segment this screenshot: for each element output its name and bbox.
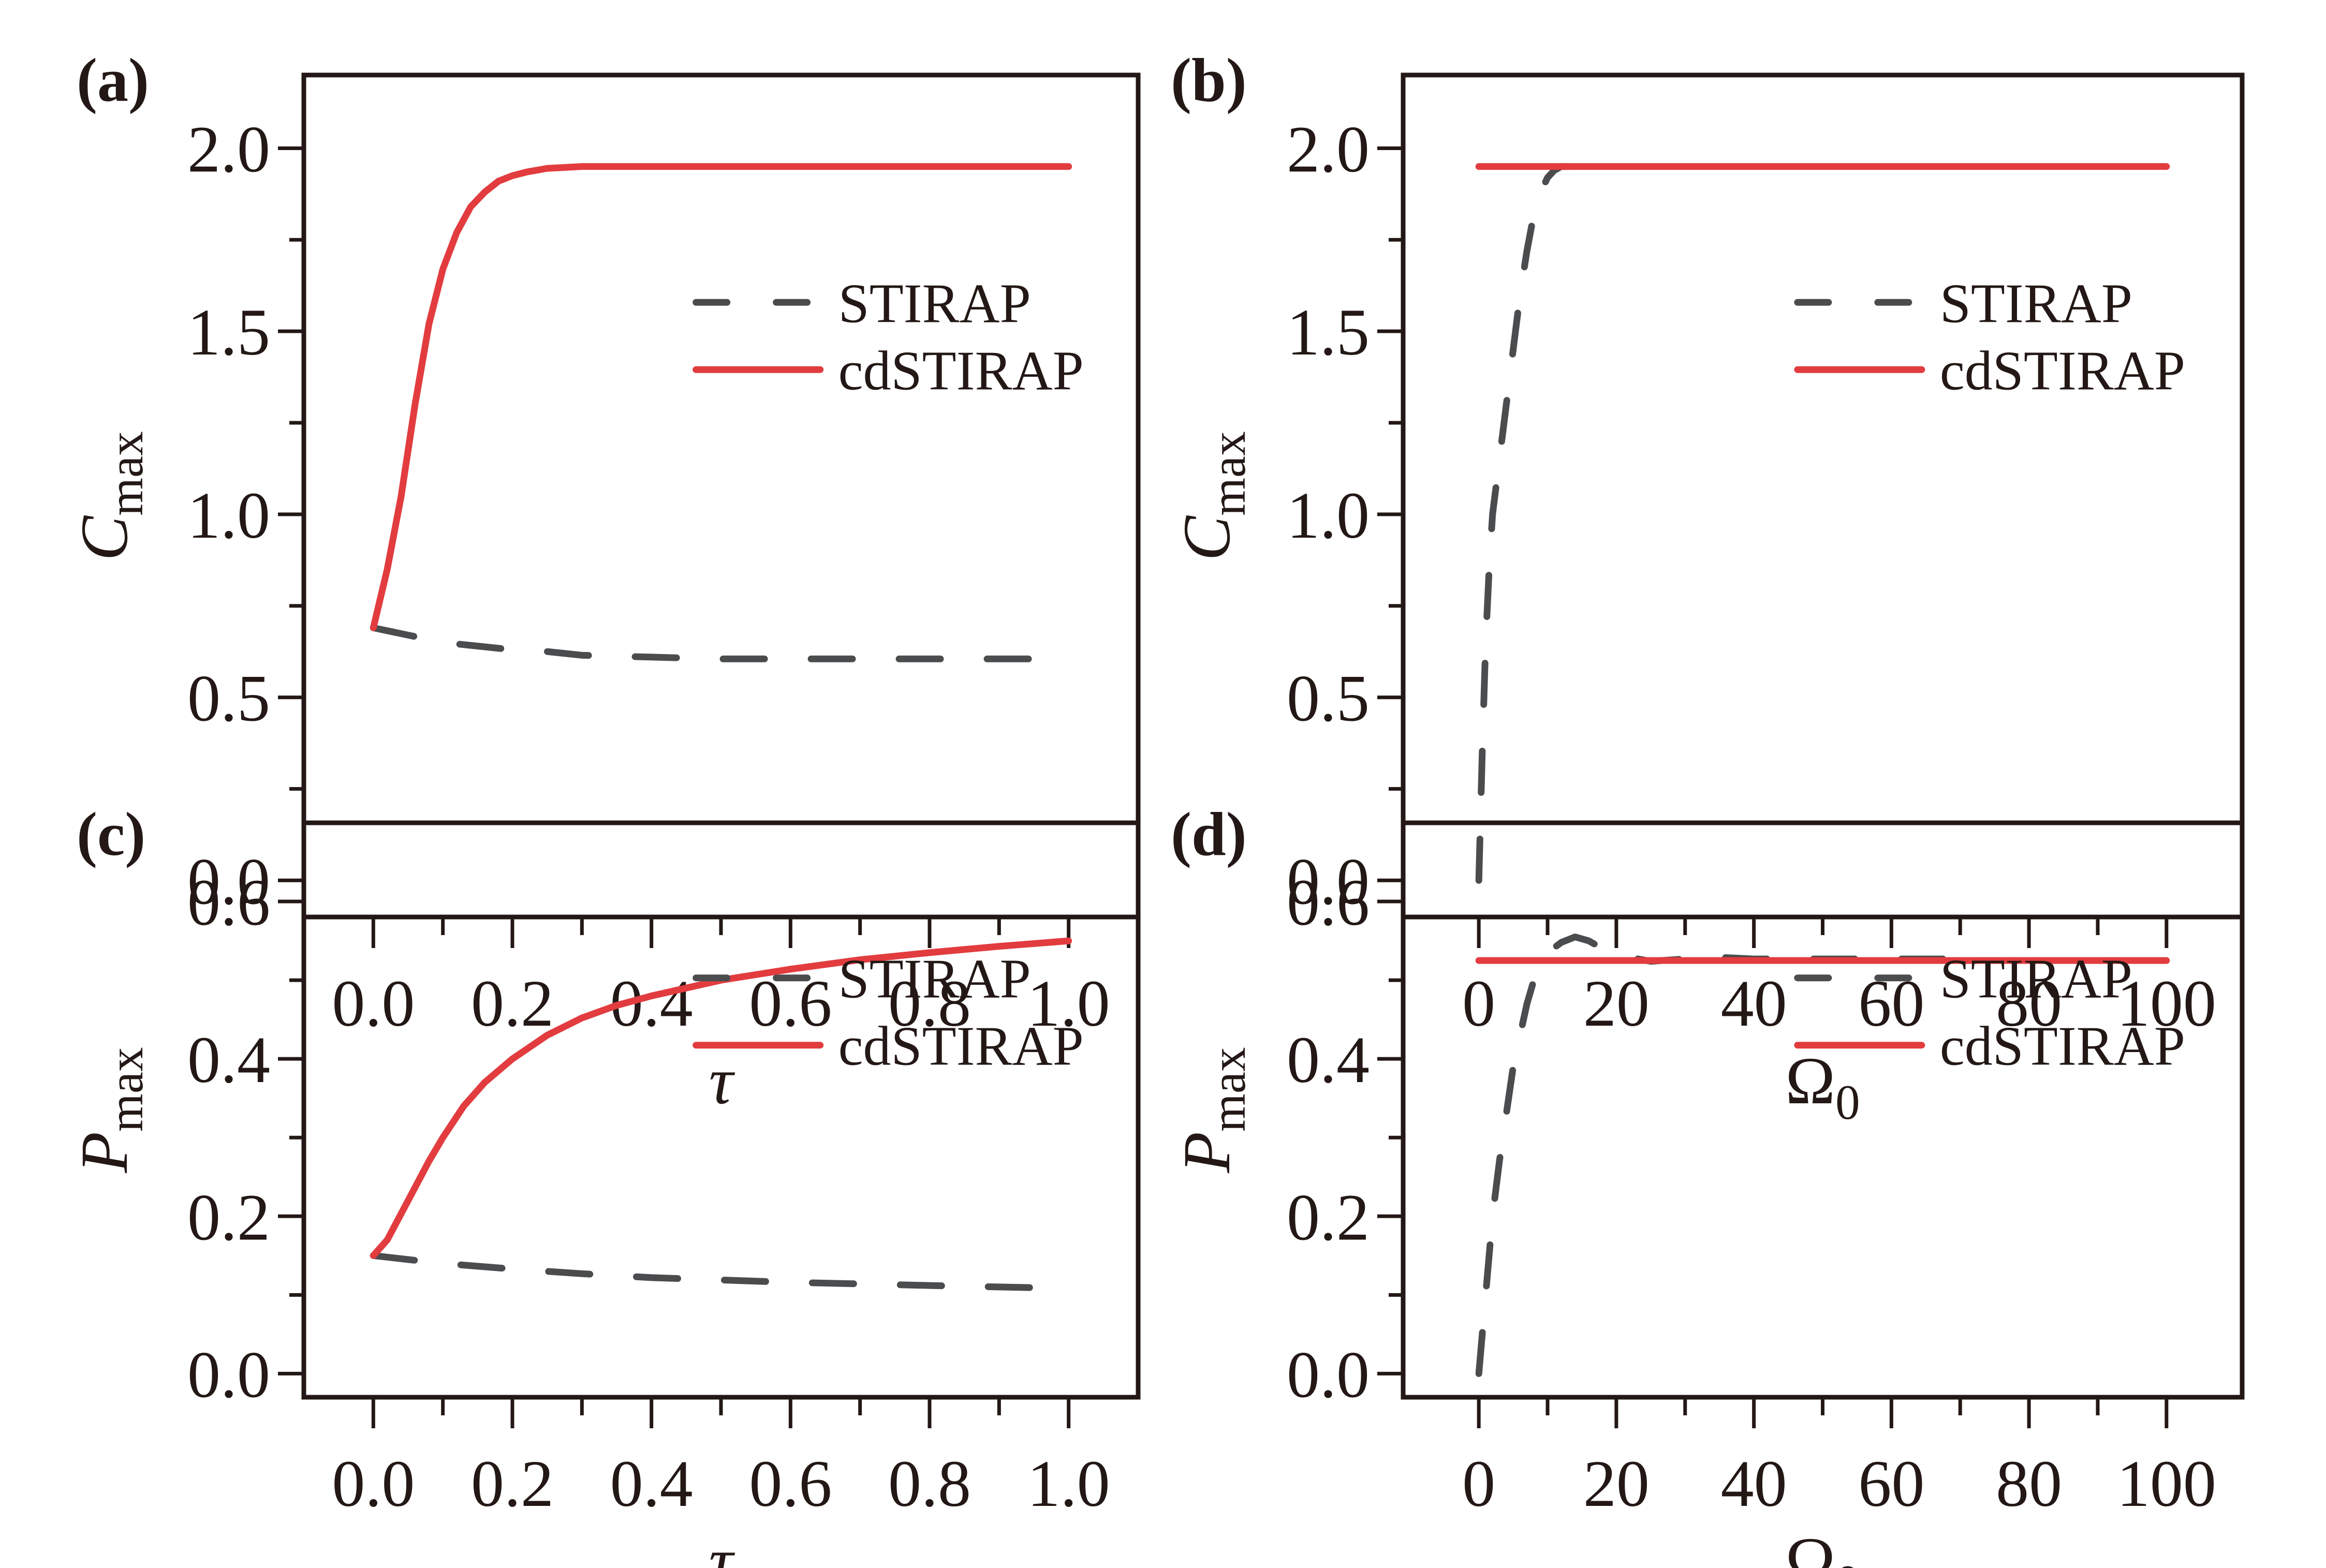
y-tick-label: 0.4: [1287, 1023, 1370, 1097]
legend-label-stirap: STIRAP: [1940, 949, 2132, 1010]
y-tick-label: 0.0: [1287, 845, 1370, 918]
legend-label-cdstirap: cdSTIRAP: [838, 1016, 1084, 1077]
x-tick-label: 1.0: [1027, 967, 1110, 1040]
y-tick-label: 0.0: [187, 845, 270, 918]
x-tick-label: 60: [1858, 1447, 1924, 1520]
series-line-stirap: [370, 1252, 1044, 1292]
y-axis-label: Cmax: [1170, 431, 1256, 560]
x-tick-label: 100: [2117, 1447, 2216, 1520]
panel-label: (b): [1171, 46, 1247, 114]
y-tick-label: 1.5: [1287, 295, 1370, 369]
legend-label-stirap: STIRAP: [838, 949, 1031, 1010]
x-tick-label: 80: [1996, 967, 2062, 1040]
x-tick-label: 0.2: [471, 967, 554, 1040]
y-tick-label: 0.2: [187, 1180, 270, 1254]
x-tick-label: 1.0: [1027, 1447, 1110, 1520]
x-tick-label: 100: [2117, 967, 2216, 1040]
x-axis-label: Ω0: [1785, 1524, 1860, 1568]
y-axis-label-sub: max: [1201, 431, 1256, 516]
y-tick-label: 0.6: [1287, 866, 1370, 939]
x-tick-label: 0.0: [332, 967, 415, 1040]
y-tick-label: 1.0: [187, 479, 270, 552]
y-axis-label-main: P: [67, 1132, 142, 1173]
x-tick-label: 0: [1462, 1447, 1495, 1520]
x-axis-label-sub: 0: [1835, 1555, 1860, 1568]
x-tick-label: 40: [1721, 1447, 1787, 1520]
x-tick-label: 20: [1583, 967, 1650, 1040]
y-tick-label: 0.4: [187, 1023, 270, 1097]
panel-d: 0204060801000.00.20.40.6Ω0Pmax(d)STIRAPc…: [1170, 800, 2245, 1568]
x-tick-label: 0.4: [610, 1447, 693, 1520]
y-axis-label-main: C: [67, 515, 142, 561]
y-tick-label: 0.5: [187, 662, 270, 735]
x-axis-label-main: τ: [709, 1524, 735, 1568]
legend-label-cdstirap: cdSTIRAP: [1940, 1016, 2185, 1077]
y-axis-label-sub: max: [98, 431, 153, 516]
x-axis-label-main: Ω: [1785, 1524, 1835, 1568]
panel-label: (d): [1171, 800, 1247, 868]
y-tick-label: 0.0: [1287, 1338, 1370, 1411]
x-tick-label: 0.0: [332, 1447, 415, 1520]
x-axis-label: τ: [709, 1044, 735, 1118]
panel-c: 0.0 0.2 0.4 0.6 0.8 1.0 0.0 0.2 0.4 0.6 τ Pmax (c) ST…: [67, 800, 1141, 1568]
x-axis-label: τ: [709, 1524, 735, 1568]
y-tick-label: 0.6: [187, 866, 270, 939]
x-tick-label: 0.8: [888, 1447, 971, 1520]
y-axis-label-main: P: [1170, 1132, 1244, 1173]
y-axis-label: Pmax: [1170, 1047, 1256, 1174]
x-axis-label-sub: 0: [1835, 1075, 1860, 1130]
x-axis-label: Ω0: [1785, 1044, 1860, 1130]
x-tick-label: 20: [1583, 1447, 1650, 1520]
legend-label-cdstirap: cdSTIRAP: [838, 340, 1084, 402]
y-tick-label: 2.0: [187, 112, 270, 186]
series-line-cdstirap: [370, 163, 1072, 631]
y-tick-label: 0.2: [1287, 1180, 1370, 1254]
y-tick-label: 1.0: [1287, 479, 1370, 552]
x-tick-label: 80: [1996, 1447, 2062, 1520]
plot-frame: [1401, 72, 2245, 920]
series-line-stirap: [370, 624, 1044, 662]
legend-label-cdstirap: cdSTIRAP: [1940, 340, 2185, 402]
y-axis-label-sub: max: [98, 1047, 153, 1132]
x-tick-label: 40: [1721, 967, 1787, 1040]
panel-b: 0 20 40 60 80 1000.00.51.01.52.0Ω0Cmax(b)STIR…: [1170, 46, 2245, 1130]
y-axis-label-sub: max: [1201, 1047, 1256, 1132]
x-tick-label: 0.2: [471, 1447, 554, 1520]
x-tick-label: 0.8: [888, 967, 971, 1040]
plot-frame: [301, 72, 1141, 920]
y-axis-label: Pmax: [67, 1047, 153, 1174]
legend-label-stirap: STIRAP: [838, 273, 1031, 334]
legend-label-stirap: STIRAP: [1940, 273, 2132, 334]
x-tick-label: 0: [1462, 967, 1495, 1040]
y-axis-label-main: C: [1170, 515, 1244, 561]
panel-label: (a): [77, 46, 149, 114]
panel-label: (c): [77, 800, 145, 868]
series-line-stirap: [1475, 163, 1572, 884]
x-tick-label: 0.6: [749, 1447, 832, 1520]
x-axis-label-main: Ω: [1785, 1044, 1835, 1118]
y-tick-label: 1.5: [187, 295, 270, 369]
y-tick-label: 2.0: [1287, 112, 1370, 186]
panel-a: 0.0 0.2 0.4 0.6 0.8 1.0 0.0 0.5 1.0 1.5 2.0 τ Cmax (a…: [67, 46, 1141, 1118]
x-axis-label-main: τ: [709, 1044, 735, 1118]
series-line-cdstirap: [370, 937, 1072, 1259]
y-tick-label: 0.0: [187, 1338, 270, 1411]
y-tick-label: 0.5: [1287, 662, 1370, 735]
y-axis-label: Cmax: [67, 431, 153, 560]
